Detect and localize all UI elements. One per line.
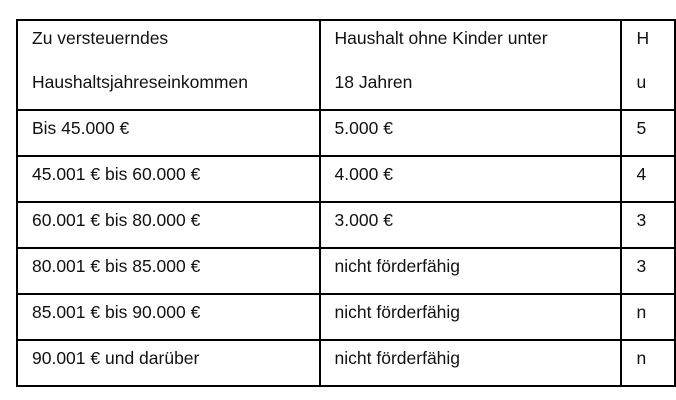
third-cell: n bbox=[620, 339, 676, 387]
third-cell: 3 bbox=[620, 247, 676, 295]
third-cell: 4 bbox=[620, 155, 676, 203]
header-income: Zu versteuerndes Haushaltsjahreseinkommen bbox=[16, 19, 321, 111]
amount-cell: 4.000 € bbox=[318, 155, 623, 203]
header-text: Zu versteuerndes bbox=[32, 28, 169, 48]
amount-cell: nicht förderfähig bbox=[318, 247, 623, 295]
header-text: Haushalt ohne Kinder unter bbox=[334, 28, 548, 48]
header-no-children: Haushalt ohne Kinder unter 18 Jahren bbox=[318, 19, 623, 111]
table-row: 45.001 € bis 60.000 €4.000 €4 bbox=[16, 155, 676, 203]
third-cell: 3 bbox=[620, 201, 676, 249]
third-cell: 5 bbox=[620, 109, 676, 157]
table-row: 60.001 € bis 80.000 €3.000 €3 bbox=[16, 201, 676, 249]
income-cell: 60.001 € bis 80.000 € bbox=[16, 201, 321, 249]
amount-cell: 5.000 € bbox=[318, 109, 623, 157]
funding-table: Zu versteuerndes Haushaltsjahreseinkommen… bbox=[16, 19, 676, 387]
amount-cell: 3.000 € bbox=[318, 201, 623, 249]
header-text: 18 Jahren bbox=[334, 72, 413, 92]
header-row: Zu versteuerndes Haushaltsjahreseinkommen… bbox=[16, 19, 676, 111]
third-cell: n bbox=[620, 293, 676, 341]
header-text: Haushaltsjahreseinkommen bbox=[32, 72, 248, 92]
income-cell: Bis 45.000 € bbox=[16, 109, 321, 157]
income-cell: 90.001 € und darüber bbox=[16, 339, 321, 387]
amount-cell: nicht förderfähig bbox=[318, 339, 623, 387]
income-cell: 45.001 € bis 60.000 € bbox=[16, 155, 321, 203]
table-row: 80.001 € bis 85.000 € nicht förderfähig 3 bbox=[16, 247, 676, 295]
table-row: Bis 45.000 €5.000 €5 bbox=[16, 109, 676, 157]
amount-cell: nicht förderfähig bbox=[318, 293, 623, 341]
table-row: 85.001 € bis 90.000 € nicht förderfähig n bbox=[16, 293, 676, 341]
income-cell: 85.001 € bis 90.000 € bbox=[16, 293, 321, 341]
header-text: H bbox=[636, 28, 650, 48]
header-text: u bbox=[636, 72, 647, 92]
table-row: 90.001 € und darüber nicht förderfähig n bbox=[16, 339, 676, 387]
income-cell: 80.001 € bis 85.000 € bbox=[16, 247, 321, 295]
